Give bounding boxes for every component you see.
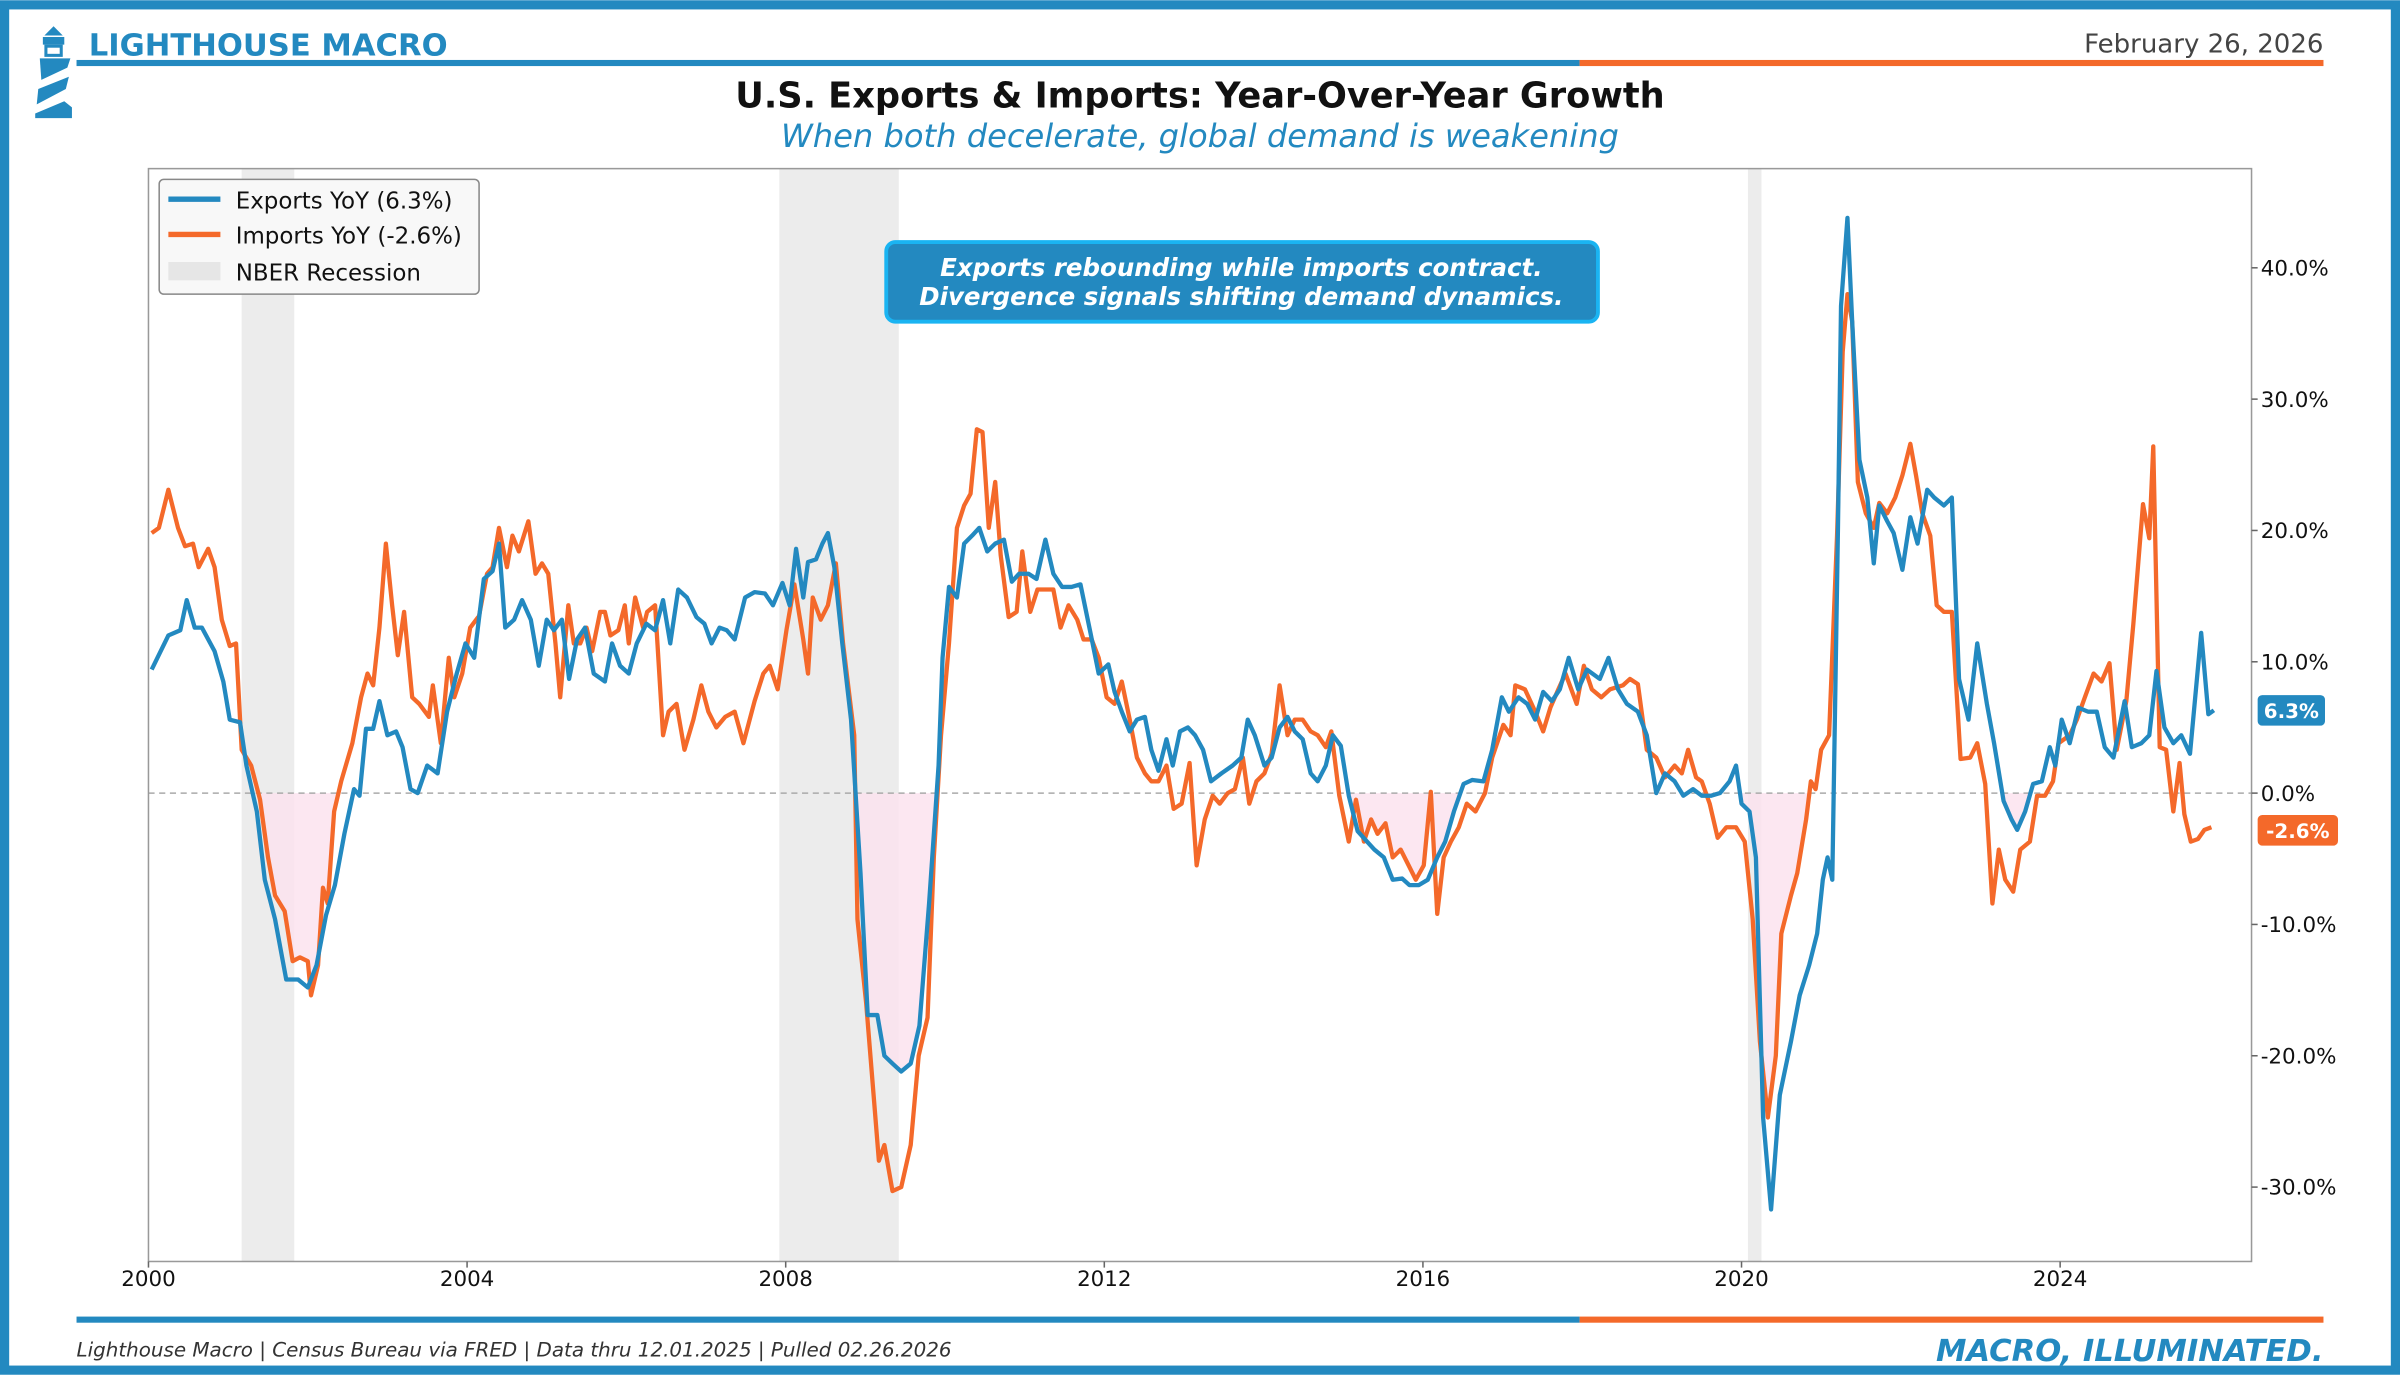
x-tick-label: 2000 xyxy=(121,1267,175,1292)
x-axis: 2000 2004 2008 2012 2016 2020 2024 xyxy=(121,1261,2087,1292)
annotation-callout: Exports rebounding while imports contrac… xyxy=(884,240,1600,324)
lighthouse-logo-icon xyxy=(35,26,72,119)
header-rule-blue xyxy=(76,59,1580,67)
x-tick-label: 2020 xyxy=(1714,1267,1768,1292)
x-tick-label: 2012 xyxy=(1077,1267,1131,1292)
legend-label-recession: NBER Recession xyxy=(236,260,421,286)
footer-rule-blue xyxy=(76,1316,1580,1323)
y-tick-label: 20.0% xyxy=(2261,519,2329,544)
x-tick-label: 2004 xyxy=(440,1267,494,1292)
end-label-badge-exports xyxy=(2257,695,2325,726)
recession-band xyxy=(241,168,295,1262)
annotation-line-2: Divergence signals shifting demand dynam… xyxy=(919,282,1563,311)
contraction-fill xyxy=(2003,793,2031,830)
y-tick-label: 0.0% xyxy=(2261,782,2315,807)
end-labels: 6.3% -2.6% xyxy=(2257,695,2339,846)
footer-source: Lighthouse Macro | Census Bureau via FRE… xyxy=(77,1338,952,1361)
recession-band xyxy=(1747,168,1762,1262)
legend-box xyxy=(158,178,480,295)
header-rule-orange xyxy=(1579,59,2324,67)
series-line-exports xyxy=(149,215,2216,1212)
footer-rule-orange xyxy=(1579,1316,2324,1323)
legend: Exports YoY (6.3%) Imports YoY (-2.6%) N… xyxy=(158,178,480,295)
plot-area: 40.0% 30.0% 20.0% 10.0% 0.0% -10.0% -20.0% -30.… xyxy=(121,167,2339,1292)
contraction-fill xyxy=(1349,793,1460,880)
recession-bands xyxy=(241,168,1762,1262)
legend-label-imports: Imports YoY (-2.6%) xyxy=(236,224,462,250)
y-tick-label: -30.0% xyxy=(2261,1176,2337,1201)
plot-frame xyxy=(147,167,2253,1263)
annotation-line-1: Exports rebounding while imports contrac… xyxy=(940,253,1542,282)
x-tick-label: 2008 xyxy=(758,1267,812,1292)
contraction-fill xyxy=(856,793,937,1072)
annotation-box xyxy=(884,240,1600,324)
footer-tagline: MACRO, ILLUMINATED. xyxy=(1936,1334,2324,1369)
y-tick-label: 10.0% xyxy=(2261,650,2329,675)
legend-label-exports: Exports YoY (6.3%) xyxy=(236,188,453,214)
y-tick-label: 40.0% xyxy=(2261,256,2329,281)
y-axis: 40.0% 30.0% 20.0% 10.0% 0.0% -10.0% -20.0% -30.… xyxy=(2251,256,2337,1201)
end-label-imports: -2.6% xyxy=(2266,820,2329,843)
y-tick-label: -20.0% xyxy=(2261,1044,2337,1069)
x-tick-label: 2024 xyxy=(2033,1267,2087,1292)
report-date: February 26, 2026 xyxy=(2084,29,2323,59)
y-tick-label: -10.0% xyxy=(2261,913,2337,938)
recession-band xyxy=(779,168,899,1262)
chart-subtitle: When both decelerate, global demand is w… xyxy=(781,117,1619,155)
legend-swatch-recession xyxy=(168,261,221,281)
y-tick-label: 30.0% xyxy=(2261,388,2329,413)
x-tick-label: 2016 xyxy=(1396,1267,1450,1292)
end-label-exports: 6.3% xyxy=(2264,700,2319,723)
chart-title: U.S. Exports & Imports: Year-Over-Year G… xyxy=(735,75,1664,116)
end-label-badge-imports xyxy=(2257,815,2339,846)
brand-name: LIGHTHOUSE MACRO xyxy=(89,28,448,63)
series-lines xyxy=(149,215,2216,1212)
